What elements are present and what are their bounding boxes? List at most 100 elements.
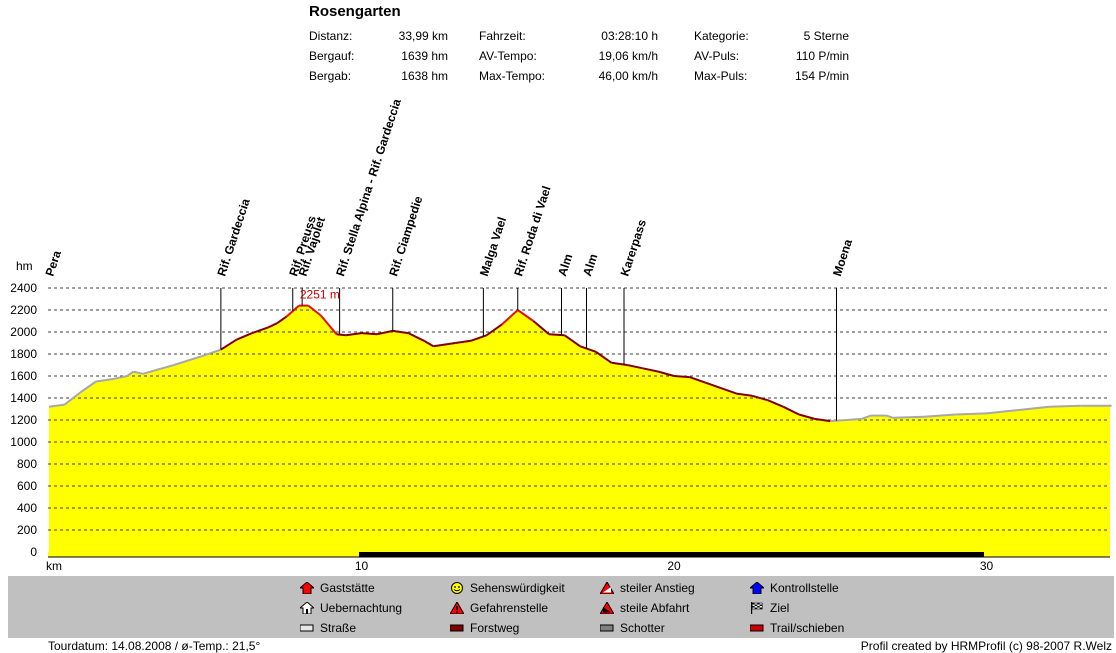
y-tick-label: 400: [17, 501, 37, 515]
legend-item-steile-abfahrt: steile Abfahrt: [600, 601, 689, 615]
legend-item-schotter: Schotter: [600, 621, 665, 635]
finish-flag-icon: [751, 602, 763, 614]
profile-line-segment: [126, 370, 134, 377]
profile-line-segment: [720, 387, 737, 395]
profile-line-segment: [392, 329, 409, 335]
profile-line-segment: [845, 417, 862, 421]
profile-line-segment: [658, 370, 675, 377]
legend-label: steiler Anstieg: [620, 581, 695, 595]
profile-line-segment: [767, 399, 784, 408]
legend-item-kontrollstelle: Kontrollstelle: [750, 581, 839, 595]
legend-item-gaststaette: Gaststätte: [300, 581, 375, 595]
profile-line-segment: [689, 376, 706, 384]
legend-label: Forstweg: [470, 621, 520, 635]
profile-line-segment: [485, 323, 503, 337]
profile-line-segment: [142, 364, 175, 375]
profile-line-segment: [470, 334, 487, 342]
stat-label-distance: Distanz:: [309, 29, 353, 43]
profile-line-segment: [751, 394, 769, 402]
profile-line-segment: [548, 333, 565, 337]
y-tick-label: 2400: [10, 281, 37, 295]
profile-line-segment: [704, 381, 722, 390]
profile-line-segment: [95, 378, 112, 383]
profile-line-segment: [455, 339, 472, 344]
profile-line-segment: [1017, 405, 1050, 412]
stat-label-max-speed: Max-Tempo:: [479, 69, 546, 83]
steep-descent-icon: [600, 602, 614, 614]
profile-line-segment: [361, 332, 378, 336]
legend-label: Gefahrenstelle: [470, 601, 549, 615]
stat-label-avg-speed: AV-Tempo:: [479, 49, 537, 63]
profile-line-segment: [532, 320, 550, 335]
profile-line-segment: [501, 309, 519, 326]
max-elevation-label: 2251 m: [300, 287, 340, 301]
legend-item-trail: Trail/schieben: [750, 621, 844, 635]
profile-line-segment: [79, 380, 97, 394]
profile-line-segment: [251, 326, 269, 335]
profile-line-segment: [736, 392, 753, 397]
x-tick-label: 30: [980, 559, 994, 573]
profile-line-segment: [782, 405, 800, 416]
profile-line-segment: [886, 414, 894, 419]
y-tick-label: 1600: [10, 369, 37, 383]
profile-line-segment: [955, 412, 987, 416]
profile-line-segment: [267, 322, 278, 329]
profile-line-segment: [814, 417, 831, 423]
legend-item-forstweg: Forstweg: [450, 621, 519, 635]
surface-bar-segment: [359, 552, 984, 557]
legend-item-uebernachtung: Uebernachtung: [300, 601, 402, 615]
swatch-gravel-icon: [600, 624, 614, 632]
waypoint-label: Rif. Gardeccia: [214, 197, 252, 278]
y-tick-label: 0: [30, 545, 37, 559]
profile-line-segment: [564, 334, 581, 348]
legend-label: Sehenswürdigkeit: [470, 581, 565, 595]
footer-credits: Profil created by HRMProfil (c) 98-2007 …: [860, 639, 1112, 653]
y-tick-label: 200: [17, 523, 37, 537]
stat-value-category: 5 Sterne: [803, 29, 849, 43]
waypoint-label: Rif. Roda di Vael: [511, 184, 553, 278]
profile-line-segment: [892, 415, 925, 419]
profile-line-segment: [1048, 404, 1081, 408]
stat-value-ride-time: 03:28:10 h: [601, 29, 658, 43]
stat-value-descent: 1638 hm: [401, 69, 448, 83]
y-tick-label: 1000: [10, 435, 37, 449]
profile-line-segment: [642, 367, 659, 373]
profile-line-segment: [433, 342, 456, 348]
profile-line-segment: [861, 414, 872, 420]
profile-line-segment: [673, 375, 690, 379]
profile-line-segment: [626, 364, 643, 370]
tour-title: Rosengarten: [309, 3, 401, 20]
profile-line-segment: [798, 413, 815, 420]
stat-label-avg-pulse: AV-Puls:: [694, 49, 740, 63]
swatch-trail-icon: [750, 624, 764, 632]
profile-line-segment: [220, 338, 238, 351]
profile-line-segment: [830, 419, 846, 423]
profile-line-segment: [64, 391, 81, 406]
legend-item-strasse: Straße: [300, 621, 356, 635]
steep-climb-icon: [600, 582, 614, 594]
waypoint-label: Malga Vael: [477, 215, 509, 278]
y-tick-label: 1200: [10, 413, 37, 427]
legend-label: Schotter: [620, 621, 665, 635]
waypoint-label: Moena: [830, 237, 855, 278]
stat-label-ride-time: Fahrzeit:: [479, 29, 526, 43]
house-outline-icon: [300, 602, 314, 614]
legend-panel: Gaststätte Uebernachtung Straße Sehenswü…: [8, 576, 1114, 638]
legend-item-ziel: Ziel: [750, 601, 789, 615]
stat-label-descent: Bergab:: [309, 69, 352, 83]
profile-line-segment: [48, 403, 65, 408]
smiley-icon: [451, 582, 463, 594]
warning-icon: [450, 602, 464, 614]
y-tick-label: 2200: [10, 303, 37, 317]
stat-value-avg-pulse: 110 P/min: [795, 49, 849, 63]
waypoint-label: Alm: [555, 252, 575, 278]
profile-line-segment: [376, 329, 393, 336]
profile-line-segment: [407, 332, 425, 342]
profile-line-segment: [307, 304, 322, 317]
profile-line-segment: [579, 345, 597, 353]
legend-label: steile Abfahrt: [620, 601, 690, 615]
x-tick-label: 10: [355, 559, 369, 573]
legend-item-sehenswuerdigkeit: Sehenswürdigkeit: [450, 581, 565, 595]
stat-label-ascent: Bergauf:: [309, 49, 355, 63]
